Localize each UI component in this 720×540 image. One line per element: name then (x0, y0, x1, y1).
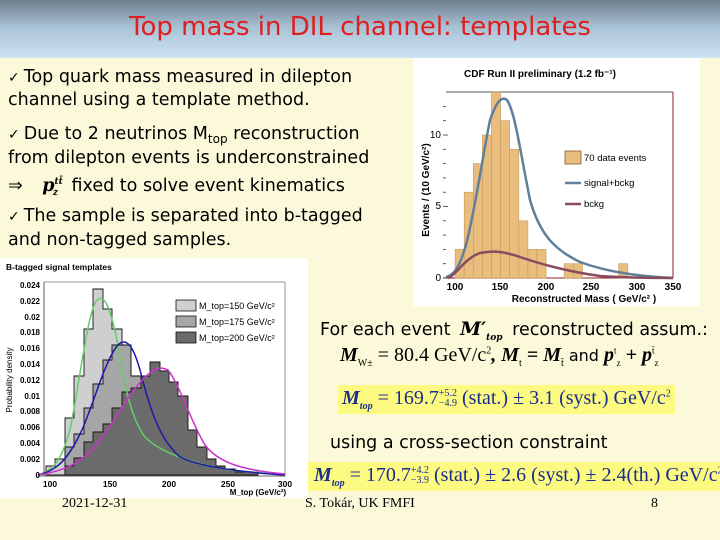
templates-title: B-tagged signal templates (6, 262, 112, 272)
bullet-2-line3-text: fixed to solve event kinematics (71, 175, 345, 196)
legend-data-label: 70 data events (584, 153, 647, 164)
svg-text:250: 250 (583, 282, 600, 293)
signal-bckg-curve (445, 97, 674, 280)
svg-text:0.012: 0.012 (20, 376, 41, 385)
bullet-2-sub: top (207, 132, 228, 146)
title-bar: Top mass in DIL channel: templates (0, 0, 720, 58)
cdf-y-label: Events / (10 GeV/c²) (421, 143, 432, 236)
bullet-1: ✓ Top quark mass measured in dilepton (8, 66, 352, 89)
svg-text:0.018: 0.018 (20, 328, 41, 337)
svg-text:0.024: 0.024 (20, 281, 41, 290)
bullet-1-line1: Top quark mass measured in dilepton (23, 67, 353, 87)
svg-text:0.008: 0.008 (20, 407, 41, 416)
slide-title: Top mass in DIL channel: templates (129, 12, 591, 42)
bullet-2: ✓ Due to 2 neutrinos Mtop reconstruction (8, 123, 360, 150)
bullet-3: ✓ The sample is separated into b-tagged (8, 205, 363, 228)
svg-text:150: 150 (103, 479, 117, 489)
svg-text:0.006: 0.006 (20, 423, 41, 432)
bckg-curve (447, 250, 674, 280)
svg-text:250: 250 (221, 479, 235, 489)
bullet-3-line2: and non-tagged samples. (8, 230, 232, 250)
svg-text:0: 0 (435, 273, 441, 284)
cdf-chart-title: CDF Run II preliminary (1.2 fb⁻¹) (464, 69, 616, 80)
reco-text: For each event M′top reconstructed assum… (320, 318, 708, 343)
bullet-2-text-a: Due to 2 neutrinos M (23, 124, 208, 144)
templates-chart-svg: B-tagged signal templates 0 0.002 0.004 0.0… (5, 262, 292, 497)
footer-author: S. Tokár, UK FMFI (305, 496, 415, 511)
legend-signal-label: signal+bckg (584, 178, 634, 189)
legend-data-swatch (564, 150, 582, 165)
svg-text:0.016: 0.016 (20, 344, 41, 353)
implies-arrow-icon: ⇒ (8, 175, 23, 196)
svg-text:200: 200 (162, 479, 176, 489)
footer-page-number: 8 (651, 496, 658, 511)
fit-175-curve (37, 341, 286, 476)
result-1-formula: Mtop = 169.7 +5.2 −4.9 (stat.) ± 3.1 (syst… (338, 385, 675, 414)
templates-x-label: M_top (GeV/c²) (230, 488, 287, 497)
svg-text:100: 100 (447, 282, 464, 293)
cdf-mass-chart: CDF Run II preliminary (1.2 fb⁻¹) (413, 58, 700, 306)
checkmark-icon: ✓ (8, 70, 20, 86)
btag-templates-chart: B-tagged signal templates 0 0.002 0.004 0.0… (0, 258, 308, 498)
result-2-formula: Mtop = 170.7 +4.2 −3.9 (stat.) ± 2.6 (syst… (308, 462, 720, 491)
bullet-3-line1: The sample is separated into b-tagged (23, 206, 363, 226)
svg-text:0.002: 0.002 (20, 455, 41, 464)
pz-symbol: ptt̄z (42, 175, 63, 199)
fit-200-curve (37, 367, 286, 476)
svg-text:0.022: 0.022 (20, 297, 41, 306)
svg-text:0.014: 0.014 (20, 360, 41, 369)
cdf-x-label: Reconstructed Mass ( GeV/c² ) (512, 294, 656, 305)
footer-date: 2021-12-31 (62, 496, 128, 511)
legend-150-label: M_top=150 GeV/c² (199, 301, 275, 311)
legend-175-label: M_top=175 GeV/c² (199, 317, 275, 327)
bullet-2-line3: ⇒ ptt̄z fixed to solve event kinematics (8, 171, 345, 204)
constraint-formula: MW± = 80.4 GeV/c2, Mt = Mt̄ and ptz + pt… (340, 344, 659, 369)
checkmark-icon: ✓ (8, 209, 20, 225)
bullet-2-text-b: reconstruction (227, 124, 360, 144)
svg-text:10: 10 (430, 130, 442, 141)
templates-y-label: Probability density (5, 348, 14, 413)
svg-text:0: 0 (36, 471, 41, 480)
bullet-2-line2: from dilepton events is underconstrained (8, 148, 370, 168)
svg-text:0.004: 0.004 (20, 439, 41, 448)
svg-text:0.01: 0.01 (24, 392, 40, 401)
svg-text:300: 300 (629, 282, 646, 293)
svg-text:5: 5 (435, 201, 441, 212)
svg-text:0.02: 0.02 (24, 313, 40, 322)
xsec-text: using a cross-section constraint (330, 433, 608, 453)
svg-text:200: 200 (538, 282, 555, 293)
svg-text:350: 350 (665, 282, 682, 293)
svg-text:150: 150 (492, 282, 509, 293)
legend-bckg-label: bckg (584, 199, 604, 210)
svg-text:300: 300 (278, 479, 292, 489)
checkmark-icon: ✓ (8, 127, 20, 143)
svg-text:100: 100 (43, 479, 57, 489)
bullet-1-line2: channel using a template method. (8, 90, 310, 110)
legend-200-label: M_top=200 GeV/c² (199, 333, 275, 343)
cdf-chart-svg: CDF Run II preliminary (1.2 fb⁻¹) (421, 69, 682, 305)
